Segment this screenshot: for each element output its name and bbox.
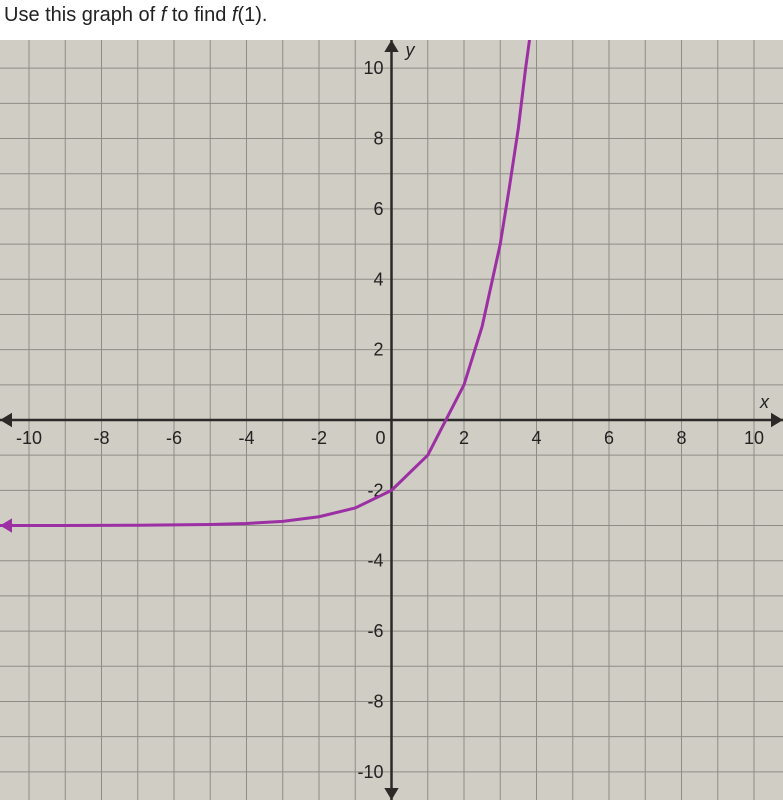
x-tick-label: 10 (744, 428, 764, 448)
y-tick-label: 6 (373, 199, 383, 219)
x-tick-label: 4 (531, 428, 541, 448)
x-tick-label: 2 (459, 428, 469, 448)
x-tick-label: -8 (93, 428, 109, 448)
y-tick-label: -8 (367, 691, 383, 711)
x-tick-label: -6 (166, 428, 182, 448)
y-tick-label: 10 (363, 58, 383, 78)
x-tick-label: 6 (604, 428, 614, 448)
x-tick-label: 8 (676, 428, 686, 448)
y-tick-label: 4 (373, 269, 383, 289)
prompt-arg: (1). (237, 4, 267, 26)
graph-chart: -10-8-6-4-20246810-10-8-6-4-2246810xy (0, 40, 783, 800)
x-axis-label: x (759, 392, 770, 412)
y-tick-label: 2 (373, 340, 383, 360)
x-tick-label: 0 (375, 428, 385, 448)
y-tick-label: -6 (367, 621, 383, 641)
x-tick-label: -2 (311, 428, 327, 448)
y-tick-label: -4 (367, 551, 383, 571)
prompt-mid: to find (166, 4, 232, 26)
x-tick-label: -4 (238, 428, 254, 448)
y-axis-label: y (404, 40, 416, 60)
question-prompt: Use this graph of f to find f(1). (4, 4, 267, 27)
graph-svg: -10-8-6-4-20246810-10-8-6-4-2246810xy (0, 40, 783, 800)
y-tick-label: -10 (357, 762, 383, 782)
prompt-prefix: Use this graph of (4, 4, 161, 26)
x-tick-label: -10 (16, 428, 42, 448)
y-tick-label: 8 (373, 129, 383, 149)
